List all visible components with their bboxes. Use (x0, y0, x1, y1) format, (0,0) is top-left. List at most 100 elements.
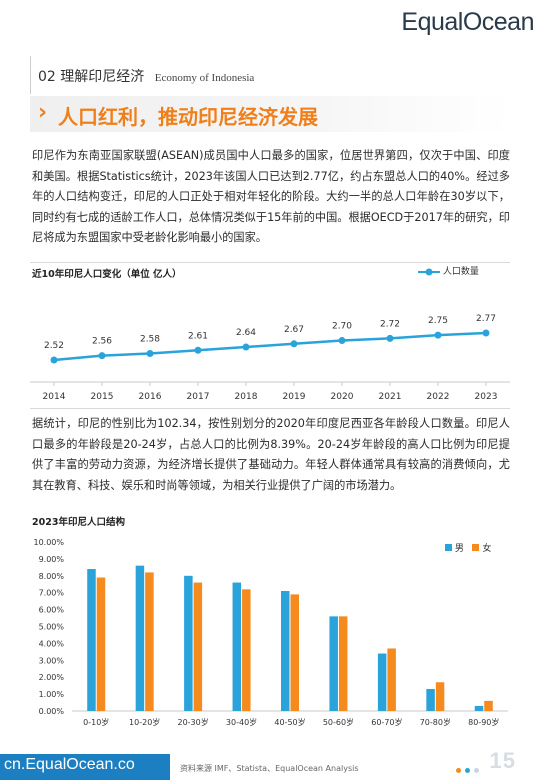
hero-title: 人口红利，推动印尼经济发展 (58, 105, 318, 129)
chart2-x-tick-label: 50-60岁 (323, 717, 354, 727)
chart2-x-tick-label: 60-70岁 (371, 717, 402, 727)
chart1-data-label: 2.52 (44, 341, 64, 351)
chart2-bar-male (377, 653, 387, 711)
legend-male-swatch (445, 544, 452, 551)
chart2-bar-male (329, 616, 338, 711)
chart1-point (386, 334, 394, 342)
chart1-series-line (53, 331, 487, 362)
legend-male-label: 男 (454, 544, 464, 554)
chart2-y-tick-label: 6.00% (39, 606, 65, 615)
chart2-bar-male (426, 689, 435, 711)
chart2-y-tick-label: 0.00% (39, 707, 65, 716)
chart1-top-rule (30, 262, 510, 263)
chart2-bar-female (387, 648, 396, 711)
chart1-point (98, 352, 106, 360)
chevron-right-icon: › (38, 100, 48, 125)
chart2-x-tick-label: 10-20岁 (129, 717, 160, 727)
chart1-point (242, 343, 250, 351)
chart1-data-label: 2.77 (476, 314, 496, 324)
chart2-x-tick-label: 80-90岁 (468, 717, 499, 727)
chart2-bar-male (87, 569, 96, 711)
body-paragraph-2: 据统计，印尼的性别比为102.34，按性别划分的2020年印度尼西亚各年龄段人口… (32, 417, 510, 492)
chart2-bar-female (338, 616, 348, 711)
chart2-bar-male (232, 582, 242, 711)
chart1-point (146, 350, 154, 358)
chart1-data-label: 2.75 (428, 316, 448, 326)
chart2-bar-female (435, 682, 445, 711)
chart2-bar-male (474, 705, 484, 711)
chart1-data-label: 2.56 (92, 337, 112, 347)
chart2-bar-female (145, 572, 154, 711)
age-structure-bar-chart: 0.00% 1.00% 2.00% 3.00% 4.00% 5.00% 6.00% 7.00%… (33, 538, 508, 727)
chart2-bar-male (184, 575, 193, 711)
chart2-y-tick-label: 3.00% (39, 656, 65, 665)
chart1-x-tick-label: 2021 (379, 392, 402, 402)
equalocean-logo: EqualOcean (401, 8, 534, 36)
chart1-x-tick-label: 2015 (91, 392, 114, 402)
chart2-y-tick-label: 4.00% (39, 639, 65, 648)
section-header: 02 理解印尼经济 Economy of Indonesia (38, 66, 254, 86)
chart1-data-label: 2.70 (332, 322, 352, 332)
chart1-bottom-rule (30, 408, 510, 409)
chart1-point (434, 331, 442, 339)
footer-url-bar (0, 754, 170, 780)
chart1-data-label: 2.58 (140, 335, 160, 345)
chart1-data-label: 2.72 (380, 319, 400, 329)
chart2-bar-female (193, 582, 203, 711)
chart1-title: 近10年印尼人口变化（单位 亿人） (32, 269, 182, 280)
page-number: 15 (489, 748, 516, 773)
chart2-bar-male (135, 565, 145, 711)
chart2-legend: 男 女 (445, 541, 491, 554)
chart1-data-label: 2.64 (236, 328, 256, 338)
chart2-y-tick-label: 7.00% (39, 589, 65, 598)
chart1-x-tick-label: 2020 (331, 392, 354, 402)
chart1-point (290, 340, 298, 348)
legend-female-swatch (472, 544, 480, 551)
chart1-x-tick-label: 2017 (187, 392, 210, 402)
chart1-x-tick-label: 2018 (235, 392, 258, 402)
footer-source: 资料来源 IMF、Statista、EqualOcean Analysis (180, 764, 359, 773)
chart1-x-tick-label: 2014 (43, 392, 66, 402)
chart2-x-tick-label: 20-30岁 (177, 717, 208, 727)
footer-dot (456, 768, 461, 773)
chart2-y-tick-label: 5.00% (39, 623, 65, 632)
chart2-bar-female (484, 700, 493, 711)
legend-female-label: 女 (482, 544, 492, 554)
section-label-en: Economy of Indonesia (154, 72, 255, 84)
chart1-x-tick-label: 2019 (283, 392, 306, 402)
chart1-legend: 人口数量 (418, 264, 479, 277)
chart1-point (194, 346, 202, 354)
population-line-chart: 2.52 2014 2.56 2015 2.58 2016 2.61 2017 2.64 2018… (30, 314, 510, 402)
footer-url[interactable]: cn.EqualOcean.co (4, 756, 135, 773)
chart2-x-tick-label: 70-80岁 (420, 717, 451, 727)
legend-line-marker-icon (418, 268, 440, 275)
body-paragraph-1: 印尼作为东南亚国家联盟(ASEAN)成员国中人口最多的国家，位居世界第四，仅次于… (32, 149, 510, 244)
chart1-legend-label: 人口数量 (442, 267, 479, 277)
hero-banner (30, 96, 510, 132)
chart2-y-tick-label: 8.00% (39, 572, 65, 581)
chart2-title: 2023年印尼人口结构 (32, 517, 125, 528)
chart2-bar-male (281, 591, 290, 711)
chart1-point (338, 337, 346, 345)
chart2-y-tick-label: 1.00% (39, 690, 65, 699)
footer-dot (474, 768, 479, 773)
chart2-y-tick-label: 2.00% (39, 673, 65, 682)
footer-dot (465, 768, 470, 773)
chart2-bar-female (96, 577, 106, 711)
chart1-x-tick-label: 2022 (427, 392, 450, 402)
chart2-bar-female (290, 594, 299, 711)
chart2-x-tick-label: 0-10岁 (83, 717, 109, 727)
chart1-point (482, 329, 490, 337)
section-label: 02 理解印尼经济 (38, 69, 145, 85)
chart2-bar-female (242, 589, 251, 711)
chart2-x-tick-label: 30-40岁 (226, 717, 257, 727)
chart2-y-tick-label: 9.00% (39, 555, 65, 564)
footer-dots (456, 758, 483, 777)
chart1-data-label: 2.67 (284, 325, 304, 335)
chart1-point (50, 356, 58, 364)
chart2-x-tick-label: 40-50岁 (274, 717, 305, 727)
chart2-y-tick-label: 10.00% (33, 538, 64, 547)
section-divider (30, 56, 31, 94)
chart1-x-tick-label: 2023 (475, 392, 498, 402)
chart1-x-tick-label: 2016 (139, 392, 162, 402)
